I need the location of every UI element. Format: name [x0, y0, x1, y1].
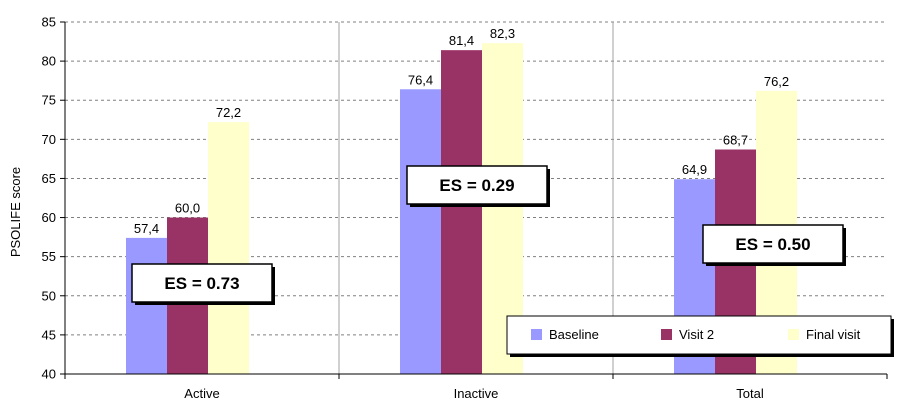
- x-tick-label: Total: [736, 386, 764, 401]
- es-label: ES = 0.73: [164, 274, 239, 293]
- y-tick-label: 60: [42, 210, 56, 225]
- data-label: 72,2: [216, 105, 241, 120]
- y-tick-label: 70: [42, 132, 56, 147]
- y-tick-label: 80: [42, 54, 56, 69]
- data-label: 64,9: [682, 162, 707, 177]
- bar-inactive-visit-2: [441, 50, 482, 374]
- y-tick-label: 85: [42, 15, 56, 30]
- y-axis-ticks: 40 45 50 55 60 65 70 75 80 85: [42, 15, 65, 382]
- es-box: [406, 165, 548, 205]
- y-tick-label: 50: [42, 288, 56, 303]
- x-tick-label: Inactive: [454, 386, 499, 401]
- data-label: 68,7: [723, 133, 748, 148]
- bar-active-baseline: [126, 237, 167, 374]
- bar-inactive-baseline: [400, 89, 441, 374]
- legend-item: Baseline: [531, 327, 599, 342]
- category-separators: [338, 22, 614, 374]
- es-label: ES = 0.29: [439, 176, 514, 195]
- legend-swatch: [531, 329, 542, 340]
- axes: [64, 22, 887, 375]
- y-tick-label: 65: [42, 171, 56, 186]
- es-annotation: ES = 0.50: [702, 224, 846, 266]
- es-box: [131, 263, 273, 303]
- data-label: 76,4: [408, 72, 433, 87]
- legend-box: [506, 315, 892, 355]
- y-tick-label: 45: [42, 327, 56, 342]
- y-tick-label: 55: [42, 249, 56, 264]
- es-annotation: ES = 0.73: [131, 263, 275, 305]
- legend-item: Final visit: [788, 327, 861, 342]
- data-label: 76,2: [764, 74, 789, 89]
- data-label: 60,0: [175, 201, 200, 216]
- x-axis-ticks: Active Inactive Total: [64, 374, 888, 401]
- es-box: [702, 224, 844, 264]
- data-label: 81,4: [449, 33, 474, 48]
- legend-label: Visit 2: [679, 327, 714, 342]
- y-tick-label: 75: [42, 93, 56, 108]
- x-tick-label: Active: [184, 386, 219, 401]
- legend: Baseline Visit 2 Final visit: [506, 315, 894, 357]
- y-axis-label: PSOLIFE score: [8, 167, 23, 257]
- legend-label: Final visit: [806, 327, 861, 342]
- effect-size-annotations: ES = 0.73 ES = 0.29 ES = 0.50: [131, 165, 846, 305]
- bar-active-final-visit: [208, 122, 249, 374]
- y-tick-label: 40: [42, 367, 56, 382]
- legend-swatch: [661, 329, 672, 340]
- data-label: 57,4: [134, 221, 159, 236]
- data-labels: 57,4 76,4 64,9 60,0 81,4 68,7 72,2 82,3 76,2: [134, 26, 789, 236]
- es-annotation: ES = 0.29: [406, 165, 550, 207]
- legend-item: Visit 2: [661, 327, 714, 342]
- es-label: ES = 0.50: [735, 235, 810, 254]
- legend-swatch: [788, 329, 799, 340]
- data-label: 82,3: [490, 26, 515, 41]
- legend-label: Baseline: [549, 327, 599, 342]
